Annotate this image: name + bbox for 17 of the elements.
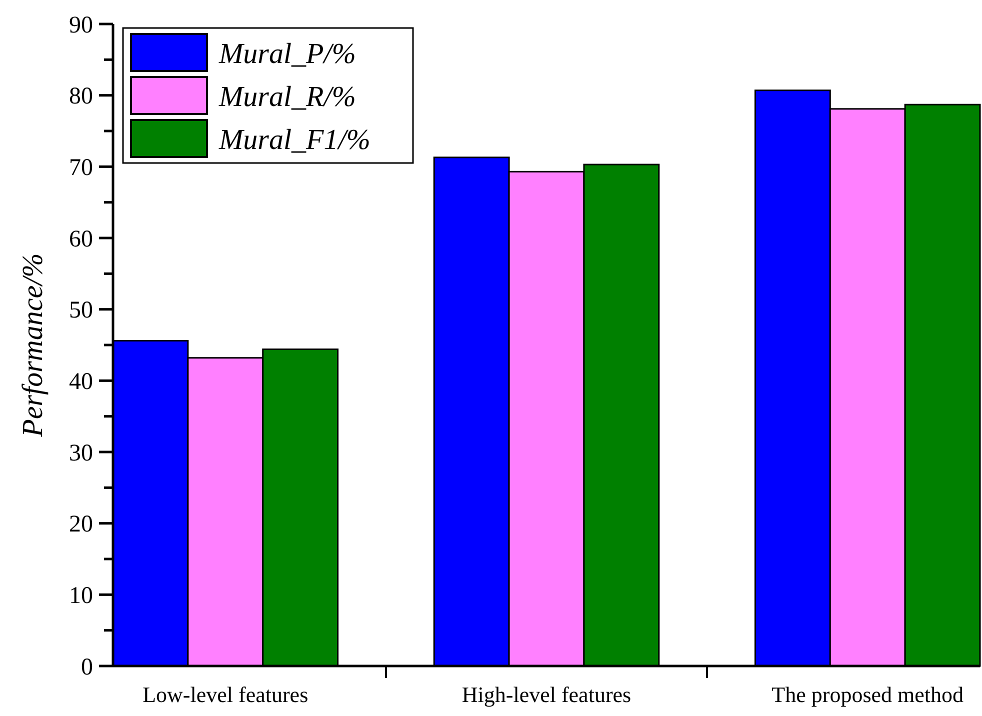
y-tick-label: 20 bbox=[69, 512, 93, 538]
y-tick-label: 90 bbox=[69, 12, 93, 38]
y-tick-label: 10 bbox=[69, 583, 93, 610]
y-tick-label: 30 bbox=[69, 440, 93, 466]
x-tick-label: High-level features bbox=[462, 682, 632, 707]
x-tick-label: Low-level features bbox=[142, 682, 308, 707]
legend-label: Mural_P/% bbox=[218, 38, 356, 70]
legend-label: Mural_R/% bbox=[218, 81, 356, 114]
y-tick-label: 80 bbox=[69, 84, 93, 110]
y-tick-label: 0 bbox=[81, 654, 93, 680]
y-tick-label: 40 bbox=[69, 369, 93, 396]
x-tick-label: The proposed method bbox=[772, 682, 964, 707]
legend-label: Mural_F1/% bbox=[218, 124, 370, 156]
y-tick-label: 50 bbox=[69, 298, 93, 324]
y-axis-title: Performance/% bbox=[17, 253, 49, 438]
y-tick-label: 60 bbox=[69, 226, 93, 252]
y-tick-label: 70 bbox=[69, 155, 93, 182]
